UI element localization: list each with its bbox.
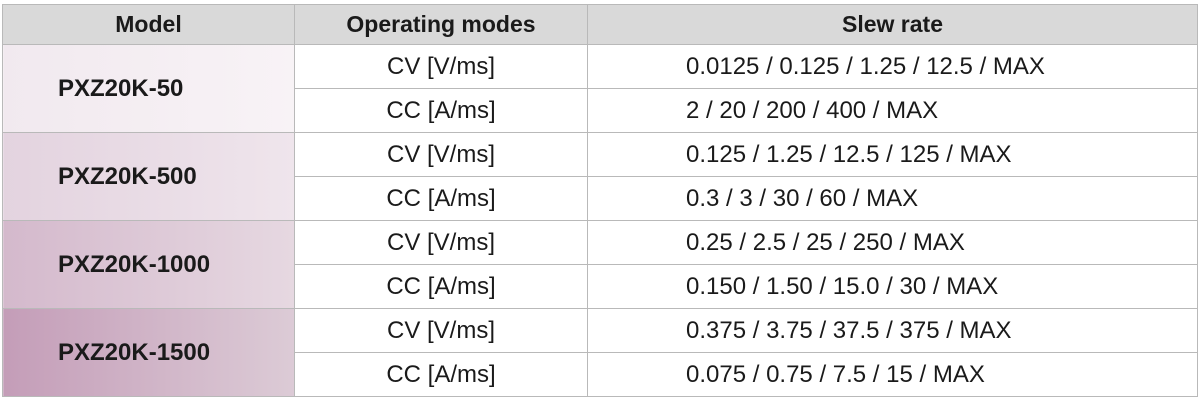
mode-cell: CV [V/ms]	[294, 308, 588, 353]
header-slew-rate: Slew rate	[587, 4, 1198, 45]
slew-rate-cell: 0.375 / 3.75 / 37.5 / 375 / MAX	[587, 308, 1198, 353]
table-row: PXZ20K-1500 CV [V/ms] 0.375 / 3.75 / 37.…	[2, 308, 1198, 397]
table-row: PXZ20K-1000 CV [V/ms] 0.25 / 2.5 / 25 / …	[2, 220, 1198, 309]
slew-rate-cell: 0.150 / 1.50 / 15.0 / 30 / MAX	[587, 264, 1198, 309]
model-cell: PXZ20K-1000	[2, 220, 295, 309]
mode-cell: CV [V/ms]	[294, 44, 588, 89]
mode-cell: CC [A/ms]	[294, 176, 588, 221]
slew-rate-cell: 0.3 / 3 / 30 / 60 / MAX	[587, 176, 1198, 221]
header-operating-modes: Operating modes	[294, 4, 588, 45]
mode-cell: CV [V/ms]	[294, 220, 588, 265]
table-row: PXZ20K-500 CV [V/ms] 0.125 / 1.25 / 12.5…	[2, 132, 1198, 221]
slew-rate-cell: 0.125 / 1.25 / 12.5 / 125 / MAX	[587, 132, 1198, 177]
model-cell: PXZ20K-500	[2, 132, 295, 221]
mode-cell: CV [V/ms]	[294, 132, 588, 177]
model-cell: PXZ20K-1500	[2, 308, 295, 397]
mode-cell: CC [A/ms]	[294, 352, 588, 397]
slew-rate-cell: 2 / 20 / 200 / 400 / MAX	[587, 88, 1198, 133]
header-row: Model Operating modes Slew rate	[2, 4, 1198, 45]
slew-rate-cell: 0.25 / 2.5 / 25 / 250 / MAX	[587, 220, 1198, 265]
table-row: CC [A/ms] 2 / 20 / 200 / 400 / MAX	[3, 88, 1198, 133]
slew-rate-table: Model Operating modes Slew rate PXZ20K-5…	[2, 4, 1198, 397]
slew-rate-cell: 0.0125 / 0.125 / 1.25 / 12.5 / MAX	[587, 44, 1198, 89]
table-row: PXZ20K-50 CV [V/ms] 0.0125 / 0.125 / 1.2…	[2, 44, 1198, 133]
model-cell: PXZ20K-50	[2, 44, 295, 133]
slew-rate-cell: 0.075 / 0.75 / 7.5 / 15 / MAX	[587, 352, 1198, 397]
header-model: Model	[2, 4, 295, 45]
mode-cell: CC [A/ms]	[294, 264, 588, 309]
table-row: CC [A/ms] 0.150 / 1.50 / 15.0 / 30 / MAX	[3, 264, 1198, 309]
table-row: CC [A/ms] 0.075 / 0.75 / 7.5 / 15 / MAX	[3, 352, 1198, 397]
mode-cell: CC [A/ms]	[294, 88, 588, 133]
